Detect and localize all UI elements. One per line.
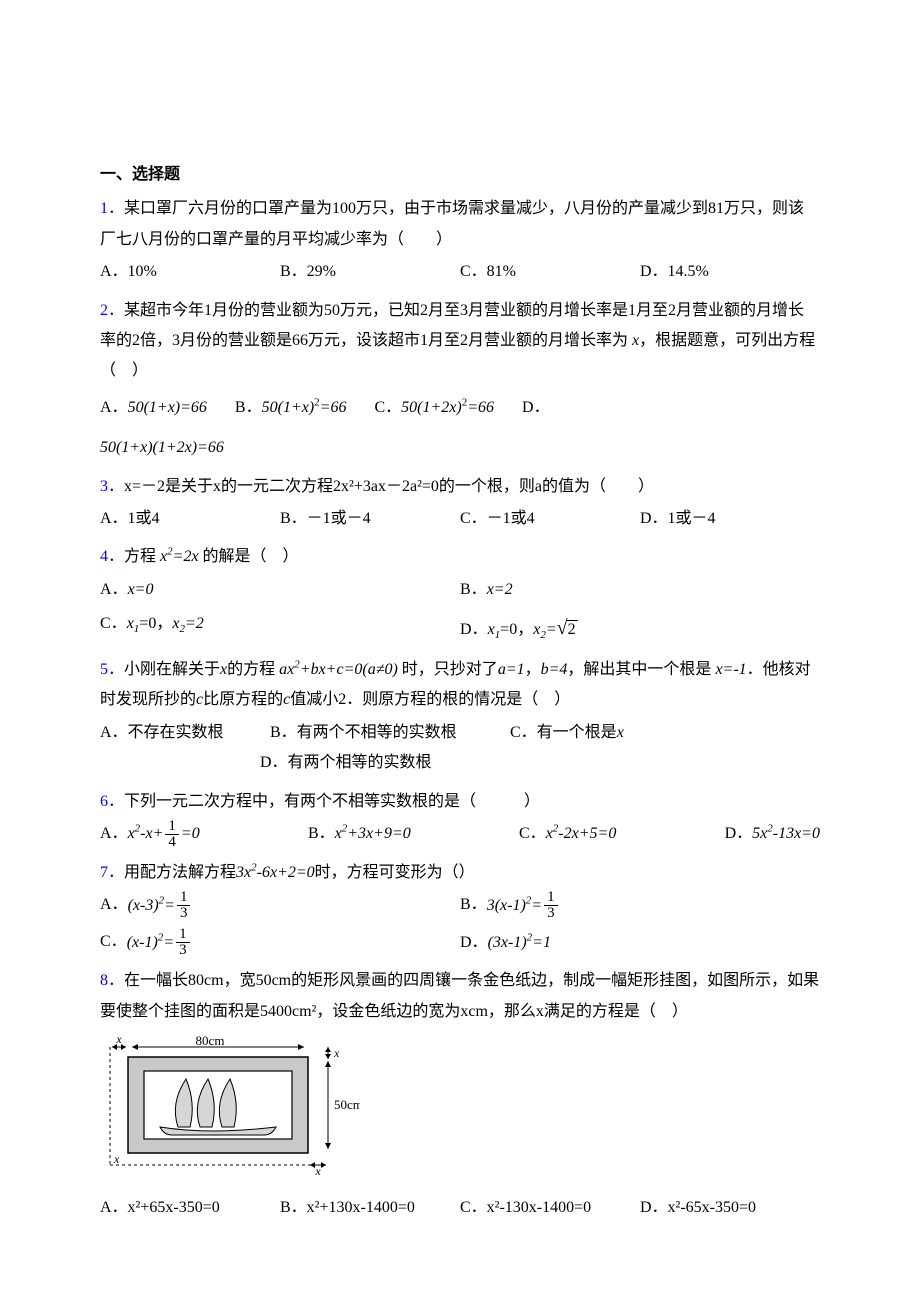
- q7-opt-d: D．(3x-1)2=1: [460, 928, 820, 958]
- q6-opt-d: D．5x2-13x=0: [725, 819, 820, 849]
- q2-var-x: x: [628, 332, 639, 349]
- q8-options: A．x²+65x-350=0 B．x²+130x-1400=0 C．x²-130…: [100, 1193, 820, 1223]
- q5-number: 5．: [100, 661, 124, 678]
- q6-opt-b: B．x2+3x+9=0: [308, 819, 411, 849]
- q8-figure: 80cm x 50cm x x x: [100, 1035, 820, 1186]
- q1-number: 1．: [100, 200, 124, 217]
- q7-opt-b: B．3(x-1)2=13: [460, 890, 820, 921]
- q6-opt-a: A．x2-x+14=0: [100, 819, 200, 850]
- q1-options: A．10% B．29% C．81% D．14.5%: [100, 257, 820, 287]
- svg-text:50cm: 50cm: [334, 1097, 360, 1112]
- q7-opt-a: A．(x-3)2=13: [100, 890, 460, 921]
- svg-text:x: x: [115, 1035, 122, 1046]
- q7-opt-c: C．(x-1)2=13: [100, 927, 460, 958]
- svg-text:80cm: 80cm: [196, 1035, 225, 1048]
- q3-opt-b: B．－1或－4: [280, 504, 460, 534]
- q3-text: x=－2是关于x的一元二次方程2x²+3ax－2a²=0的一个根，则a的值为（ …: [124, 478, 654, 495]
- q8-opt-b: B．x²+130x-1400=0: [280, 1193, 460, 1223]
- q3-opt-a: A．1或4: [100, 504, 280, 534]
- q8-opt-d: D．x²-65x-350=0: [640, 1193, 820, 1223]
- q1-opt-b: B．29%: [280, 257, 460, 287]
- question-4: 4．方程 x2=2x 的解是（ ） A．x=0 B．x=2 C．x1=0，x2=…: [100, 542, 820, 647]
- q7-row1: A．(x-3)2=13 B．3(x-1)2=13: [100, 890, 820, 921]
- q7-row2: C．(x-1)2=13 D．(3x-1)2=1: [100, 927, 820, 958]
- q5-options-row1: A．不存在实数根 B．有两个不相等的实数根 C．有一个根是x: [100, 718, 820, 748]
- q1-opt-a: A．10%: [100, 257, 280, 287]
- q7-text-a: 用配方法解方程: [124, 864, 236, 881]
- q3-opt-c: C．－1或4: [460, 504, 640, 534]
- q1-opt-d: D．14.5%: [640, 257, 820, 287]
- q6-options: A．x2-x+14=0 B．x2+3x+9=0 C．x2-2x+5=0 D．5x…: [100, 819, 820, 850]
- q5-a-eq: a=1: [498, 661, 525, 678]
- question-2: 2．某超市今年1月份的营业额为50万元，已知2月至3月营业额的月增长率是1月至2…: [100, 296, 820, 464]
- q3-opt-d: D．1或－4: [640, 504, 820, 534]
- q2-opt-d: 50(1+x)(1+2x)=66: [100, 433, 820, 463]
- q5-comma1: ，: [525, 661, 541, 678]
- q4-opt-c: C．x1=0，x2=2: [100, 609, 460, 647]
- q6-text: 下列一元二次方程中，有两个不相等实数根的是（ ）: [124, 793, 540, 810]
- section-header: 一、选择题: [100, 160, 820, 190]
- q4-opt-b: B．x=2: [460, 575, 820, 605]
- q6-opt-c: C．x2-2x+5=0: [519, 819, 616, 849]
- q3-number: 3．: [100, 478, 124, 495]
- svg-text:x: x: [314, 1164, 321, 1175]
- question-1: 1．某口罩厂六月份的口罩产量为100万只，由于市场需求量减少，八月份的产量减少到…: [100, 194, 820, 287]
- q7-text-b: 时，方程可变形为（）: [315, 864, 475, 881]
- q5-text-f: 比原方程的: [203, 691, 283, 708]
- q5-opt-c: C．有一个根是x: [510, 718, 624, 748]
- question-8: 8．在一幅长80cm，宽50cm的矩形风景画的四周镶一条金色纸边，制成一幅矩形挂…: [100, 966, 820, 1223]
- q5-opt-d: D．有两个相等的实数根: [100, 748, 820, 778]
- q5-text-b: 的方程: [227, 661, 279, 678]
- q5-text-a: 小刚在解关于: [124, 661, 220, 678]
- q4-eq: x2=2x: [160, 548, 199, 565]
- question-7: 7．用配方法解方程3x2-6x+2=0时，方程可变形为（） A．(x-3)2=1…: [100, 858, 820, 958]
- q5-opt-a: A．不存在实数根: [100, 718, 270, 748]
- question-5: 5．小刚在解关于x的方程 ax2+bx+c=0(a≠0) 时，只抄对了a=1，b…: [100, 655, 820, 779]
- q5-opt-b: B．有两个不相等的实数根: [270, 718, 510, 748]
- svg-text:x: x: [113, 1152, 120, 1166]
- q4-row1: A．x=0 B．x=2: [100, 575, 820, 605]
- q2-number: 2．: [100, 302, 124, 319]
- svg-text:x: x: [333, 1046, 340, 1060]
- question-3: 3．x=－2是关于x的一元二次方程2x²+3ax－2a²=0的一个根，则a的值为…: [100, 472, 820, 535]
- q2-opt-c: C．50(1+2x)2=66: [374, 393, 494, 423]
- q4-text-pre: 方程: [124, 548, 160, 565]
- q8-opt-c: C．x²-130x-1400=0: [460, 1193, 640, 1223]
- q8-opt-a: A．x²+65x-350=0: [100, 1193, 280, 1223]
- q8-text: 在一幅长80cm，宽50cm的矩形风景画的四周镶一条金色纸边，制成一幅矩形挂图，…: [100, 972, 819, 1019]
- question-6: 6．下列一元二次方程中，有两个不相等实数根的是（ ） A．x2-x+14=0 B…: [100, 787, 820, 850]
- q5-root: x=-1: [715, 661, 746, 678]
- q5-text-d: ，解出其中一个根是: [567, 661, 715, 678]
- q5-b-eq: b=4: [541, 661, 568, 678]
- q2-opt-d-label: D．: [522, 393, 550, 423]
- q1-text: 某口罩厂六月份的口罩产量为100万只，由于市场需求量减少，八月份的产量减少到81…: [100, 200, 804, 247]
- q1-opt-c: C．81%: [460, 257, 640, 287]
- q2-opt-a: A．50(1+x)=66: [100, 393, 207, 423]
- q4-opt-d: D．x1=0，x2=√2: [460, 609, 820, 647]
- q4-opt-a: A．x=0: [100, 575, 460, 605]
- q4-number: 4．: [100, 548, 124, 565]
- q7-number: 7．: [100, 864, 124, 881]
- q7-eq: 3x2-6x+2=0: [236, 864, 315, 881]
- q5-text-c: 时，只抄对了: [398, 661, 498, 678]
- q5-eq: ax2+bx+c=0(a≠0): [279, 661, 398, 678]
- q3-options: A．1或4 B．－1或－4 C．－1或4 D．1或－4: [100, 504, 820, 534]
- q2-opt-b: B．50(1+x)2=66: [235, 393, 347, 423]
- q5-text-g: 值减小2．则原方程的根的情况是（ ）: [290, 691, 570, 708]
- q4-row2: C．x1=0，x2=2 D．x1=0，x2=√2: [100, 609, 820, 647]
- q6-number: 6．: [100, 793, 124, 810]
- q8-number: 8．: [100, 972, 124, 989]
- q4-text-post: 的解是（ ）: [199, 548, 299, 565]
